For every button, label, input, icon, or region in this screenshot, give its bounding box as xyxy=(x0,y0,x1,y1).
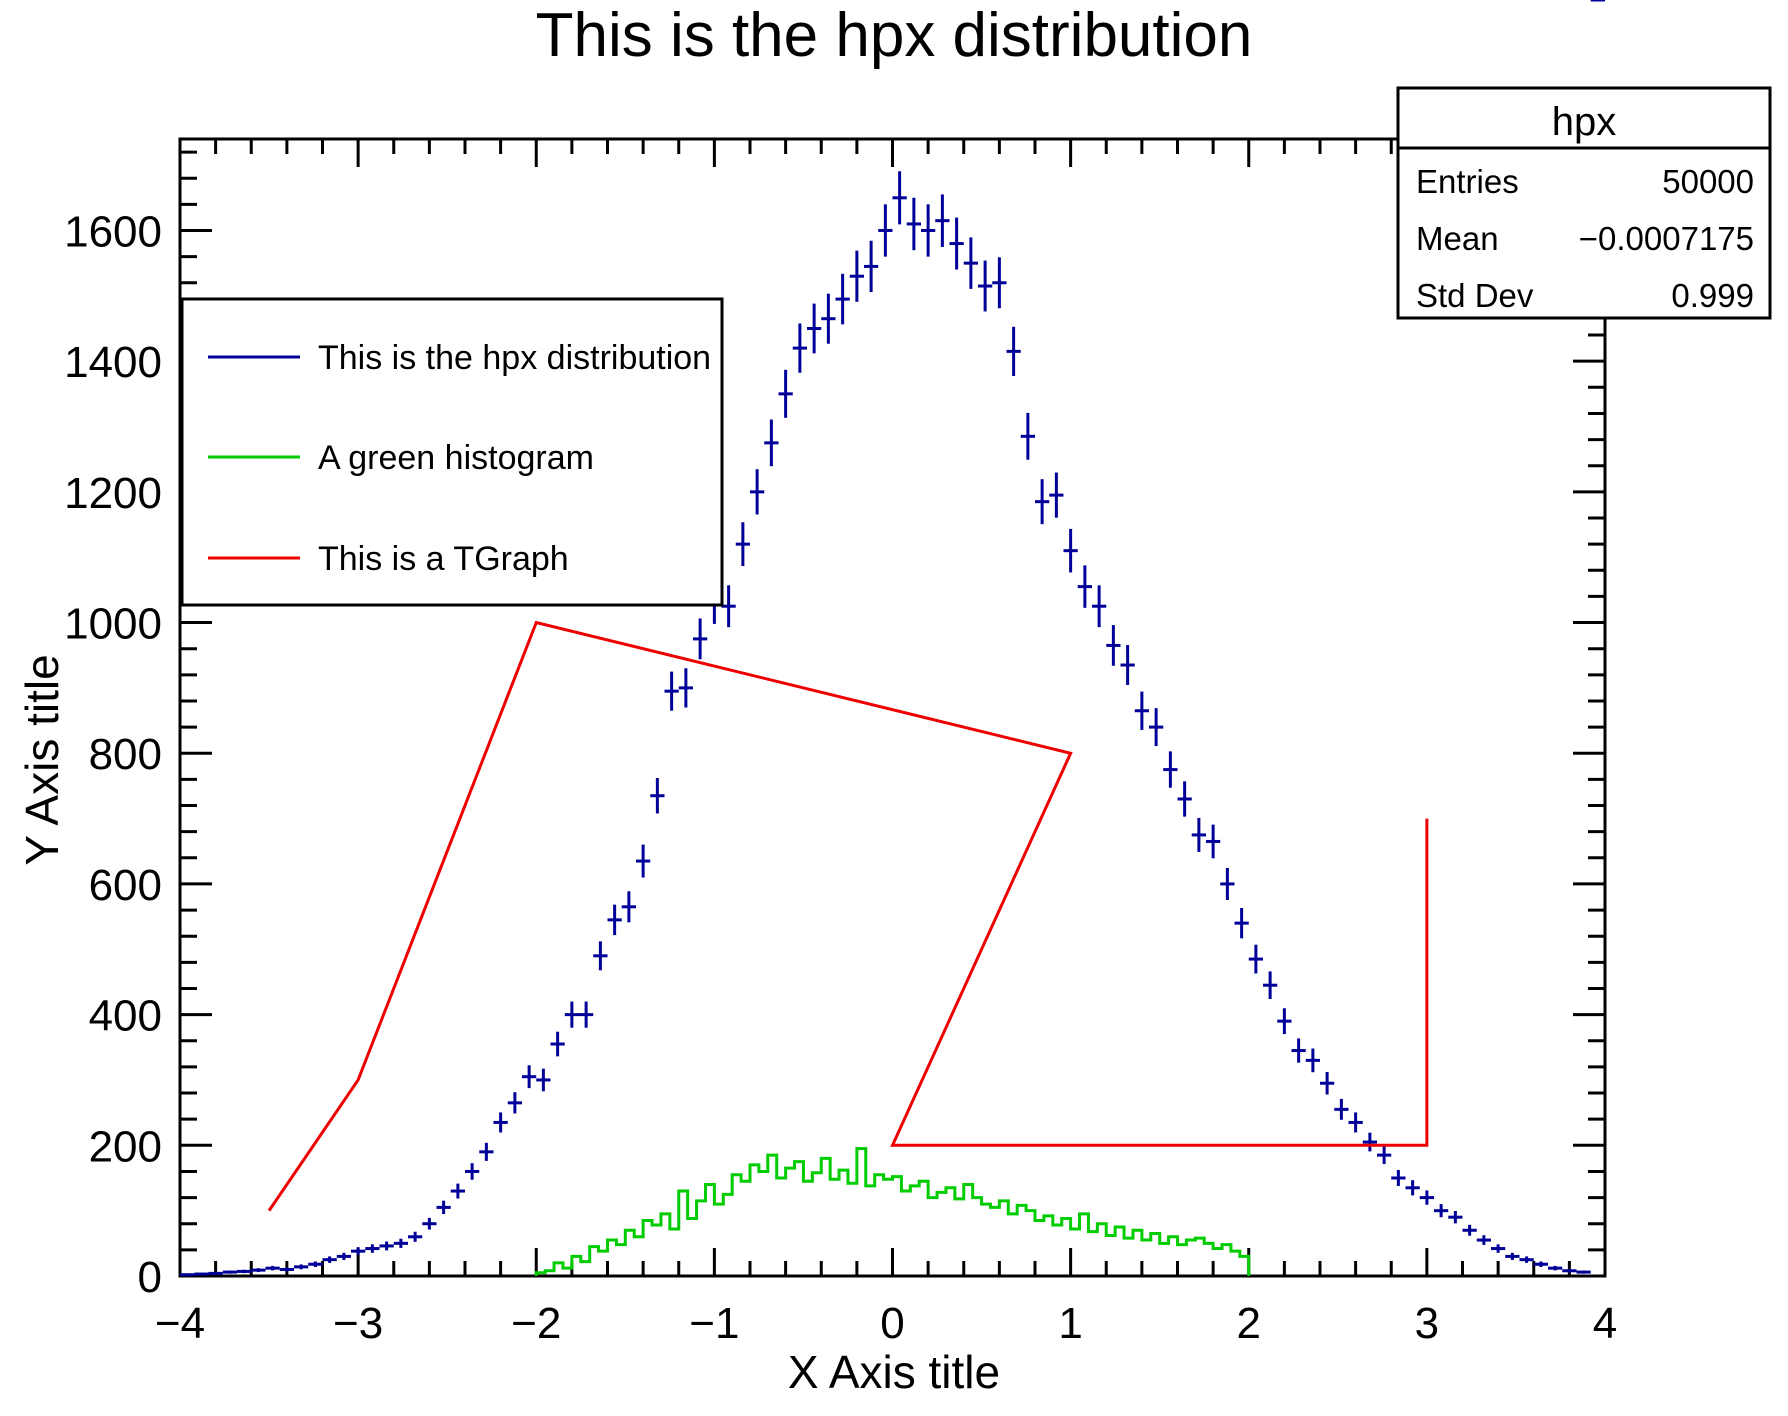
x-tick-label: 4 xyxy=(1593,1299,1617,1348)
x-tick-label: 2 xyxy=(1237,1299,1261,1348)
y-tick-label: 1600 xyxy=(64,207,162,256)
y-tick-label: 400 xyxy=(89,992,162,1041)
y-tick-label: 800 xyxy=(89,730,162,779)
y-tick-label: 600 xyxy=(89,861,162,910)
stats-box-title: hpx xyxy=(1552,100,1617,144)
x-tick-label: −3 xyxy=(333,1299,383,1348)
page-title: This is the hpx distribution xyxy=(536,1,1253,70)
series-hpx-errorbars xyxy=(180,0,1605,1277)
y-tick-label: 1400 xyxy=(64,338,162,387)
y-axis-title: Y Axis title xyxy=(16,654,68,865)
x-axis-title: X Axis title xyxy=(788,1346,1000,1398)
x-axis-tick-labels: −4 −3 −2 −1 0 1 2 3 4 xyxy=(155,1299,1617,1348)
stats-label-stddev: Std Dev xyxy=(1416,277,1534,314)
stats-box[interactable]: hpx Entries 50000 Mean −0.0007175 Std De… xyxy=(1396,86,1772,320)
legend-label-green-histogram: A green histogram xyxy=(318,439,594,477)
y-tick-label: 200 xyxy=(89,1122,162,1171)
legend-label-tgraph: This is a TGraph xyxy=(318,540,569,578)
x-tick-label: −4 xyxy=(155,1299,205,1348)
x-tick-label: 0 xyxy=(880,1299,904,1348)
y-axis-tick-labels: 0 200 400 600 800 1000 1200 1400 1600 xyxy=(64,207,162,1302)
y-tick-label: 1000 xyxy=(64,600,162,649)
stats-value-stddev: 0.999 xyxy=(1671,277,1754,314)
y-tick-label: 1200 xyxy=(64,469,162,518)
stats-value-entries: 50000 xyxy=(1662,163,1754,200)
x-tick-label: 1 xyxy=(1058,1299,1082,1348)
stats-label-mean: Mean xyxy=(1416,220,1499,257)
green-histogram-path xyxy=(534,1147,1251,1276)
series-tgraph-polyline xyxy=(267,620,1429,1212)
legend-label-hpx: This is the hpx distribution xyxy=(318,339,711,377)
legend[interactable]: This is the hpx distribution A green his… xyxy=(180,297,724,607)
stats-label-entries: Entries xyxy=(1416,163,1519,200)
x-tick-label: −2 xyxy=(511,1299,561,1348)
x-tick-label: −1 xyxy=(689,1299,739,1348)
y-tick-label: 0 xyxy=(138,1253,162,1302)
stats-box-border xyxy=(1396,86,1772,320)
stats-value-mean: −0.0007175 xyxy=(1579,220,1754,257)
x-tick-label: 3 xyxy=(1415,1299,1439,1348)
series-green-histogram xyxy=(534,1147,1251,1276)
tgraph-polyline xyxy=(267,620,1429,1212)
legend-border xyxy=(180,297,724,607)
